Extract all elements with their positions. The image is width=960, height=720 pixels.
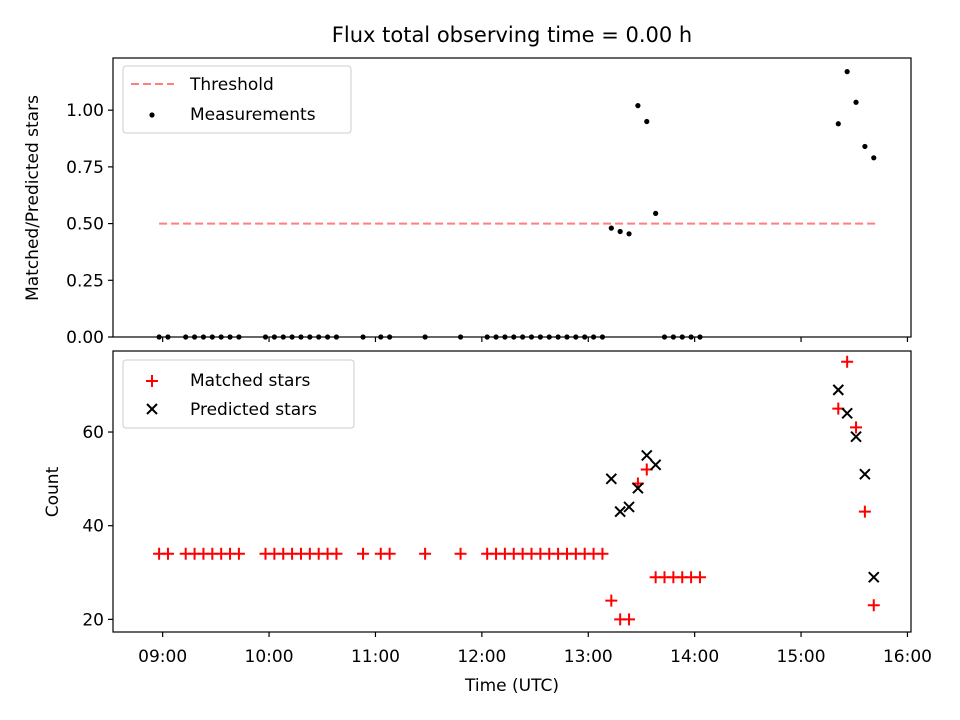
bottom-panel: 20 40 60 09:00 10:00 11:00 12:00 13:00 14:00 15:…	[43, 350, 932, 696]
matched-star-point	[383, 547, 396, 560]
top-legend: Threshold Measurements	[122, 65, 352, 134]
bottom-x-ticks: 09:00 10:00 11:00 12:00 13:00 14:00 15:00 16:00	[138, 632, 932, 667]
top-x-ticks	[162, 337, 909, 342]
bottom-legend-box	[122, 359, 355, 429]
matched-star-point	[596, 547, 609, 560]
predicted-star-point	[632, 482, 644, 494]
measurement-point	[853, 99, 859, 105]
bottom-y-tick-label: 60	[82, 423, 104, 443]
bottom-panel-marks	[153, 355, 880, 626]
predicted-star-point	[649, 459, 662, 471]
bottom-panel-frame	[112, 350, 912, 633]
legend-threshold-label: Threshold	[189, 75, 274, 95]
bottom-y-tick-label: 40	[82, 517, 104, 537]
legend-matched-swatch	[146, 375, 158, 387]
measurement-point	[608, 225, 614, 231]
top-y-ticks: 0.00 0.25 0.50 0.75 1.00	[66, 101, 113, 348]
top-y-tick-label: 0.75	[66, 158, 104, 178]
bottom-y-ticks: 20 40 60	[82, 423, 113, 630]
predicted-star-point	[868, 571, 880, 583]
x-tick-label: 09:00	[138, 647, 187, 667]
x-tick-label: 11:00	[351, 647, 400, 667]
top-y-tick-label: 0.50	[66, 215, 104, 235]
top-panel-marks	[156, 69, 877, 340]
x-tick-label: 13:00	[564, 647, 613, 667]
top-y-tick-label: 0.25	[66, 271, 104, 291]
matched-star-point	[693, 571, 706, 584]
bottom-legend: Matched stars Predicted stars	[122, 359, 355, 429]
measurement-point	[617, 228, 623, 235]
measurement-point	[644, 118, 650, 125]
predicted-star-point	[841, 407, 853, 419]
x-tick-label: 10:00	[245, 647, 294, 667]
legend-measurements-label: Measurements	[190, 105, 316, 125]
top-panel: 0.00 0.25 0.50 0.75 1.00 Matched/Predicted s…	[23, 57, 912, 348]
chart-title: Flux total observing time = 0.00 h	[332, 23, 692, 47]
legend-predicted-swatch	[146, 403, 158, 415]
matched-star-point	[419, 547, 432, 560]
predicted-star-point	[614, 505, 626, 518]
bottom-y-tick-label: 20	[82, 610, 104, 630]
predicted-star-point	[623, 501, 635, 513]
matched-star-point	[357, 547, 370, 560]
matched-star-point	[454, 547, 467, 560]
predicted-star-point	[641, 449, 653, 462]
predicted-star-point	[605, 473, 618, 485]
measurement-point	[653, 210, 659, 216]
matched-star-point	[232, 547, 245, 560]
top-y-tick-label: 0.00	[66, 328, 104, 348]
matched-star-point	[330, 547, 343, 560]
top-panel-frame	[112, 57, 912, 338]
measurement-point	[871, 155, 877, 161]
bottom-y-axis-label: Count	[43, 466, 63, 517]
x-tick-label: 12:00	[457, 647, 506, 667]
top-y-tick-label: 1.00	[66, 101, 104, 121]
matched-star-point	[161, 547, 174, 560]
matched-star-point	[867, 599, 880, 612]
measurement-point	[635, 103, 641, 109]
predicted-star-point	[850, 430, 862, 443]
legend-matched-label: Matched stars	[190, 371, 310, 391]
top-legend-box	[122, 65, 352, 134]
x-tick-label: 16:00	[883, 647, 932, 667]
matched-star-point	[623, 613, 636, 626]
legend-predicted-label: Predicted stars	[190, 400, 317, 420]
matched-star-point	[605, 594, 618, 607]
x-axis-label: Time (UTC)	[464, 676, 559, 696]
x-tick-label: 14:00	[670, 647, 719, 667]
matched-star-point	[850, 421, 863, 434]
matched-star-point	[858, 505, 871, 518]
legend-measurements-swatch	[149, 112, 155, 118]
matched-star-point	[841, 355, 854, 368]
top-y-axis-label: Matched/Predicted stars	[23, 95, 43, 301]
measurement-point	[862, 143, 868, 150]
measurement-point	[844, 69, 850, 75]
predicted-star-point	[859, 468, 871, 480]
measurement-point	[835, 121, 841, 127]
measurement-point	[626, 231, 632, 237]
x-tick-label: 15:00	[777, 647, 826, 667]
predicted-star-point	[832, 384, 845, 396]
